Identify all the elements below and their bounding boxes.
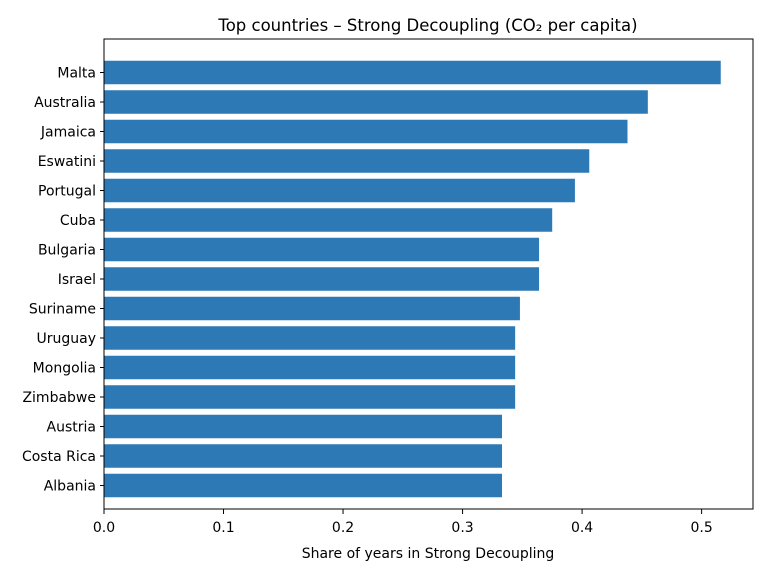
bar [104, 237, 540, 262]
category-label: Malta [57, 66, 96, 82]
bar [104, 119, 628, 144]
chart-title: Top countries – Strong Decoupling (CO₂ p… [217, 16, 637, 35]
category-label: Austria [47, 420, 96, 436]
bar [104, 355, 516, 380]
category-label: Zimbabwe [22, 390, 96, 406]
bar [104, 149, 590, 173]
bar [104, 326, 516, 350]
category-label: Suriname [29, 302, 96, 318]
category-label: Jamaica [40, 125, 96, 141]
x-tick-label: 0.1 [212, 520, 234, 536]
bar [104, 296, 520, 321]
x-tick-label: 0.2 [332, 520, 354, 536]
bar [104, 267, 540, 291]
x-tick-label: 0.3 [451, 520, 473, 536]
category-label: Uruguay [37, 331, 97, 347]
bar [104, 90, 648, 114]
x-tick-label: 0.4 [571, 520, 593, 536]
bar [104, 414, 503, 439]
x-tick-label: 0.0 [93, 520, 115, 536]
category-label: Mongolia [33, 361, 96, 377]
bar [104, 473, 503, 498]
bar [104, 208, 553, 232]
x-axis-title: Share of years in Strong Decoupling [302, 546, 555, 562]
category-label: Australia [34, 95, 96, 111]
bar [104, 385, 516, 409]
bars-group [104, 60, 721, 498]
bar [104, 444, 503, 468]
bar [104, 178, 575, 203]
category-label: Israel [58, 272, 96, 288]
category-label: Bulgaria [38, 243, 96, 259]
plot-frame [103, 38, 754, 510]
x-tick-label: 0.5 [690, 520, 712, 536]
x-axis-ticks: 0.0 0.1 0.2 0.3 0.4 0.5 [93, 509, 713, 536]
category-label: Costa Rica [22, 449, 96, 465]
bar [104, 60, 721, 85]
category-label: Albania [44, 479, 96, 495]
category-labels: Malta Australia Jamaica Eswatini Portugal Cub… [22, 66, 104, 495]
category-label: Cuba [60, 213, 96, 229]
category-label: Portugal [38, 184, 96, 200]
category-label: Eswatini [38, 154, 96, 170]
